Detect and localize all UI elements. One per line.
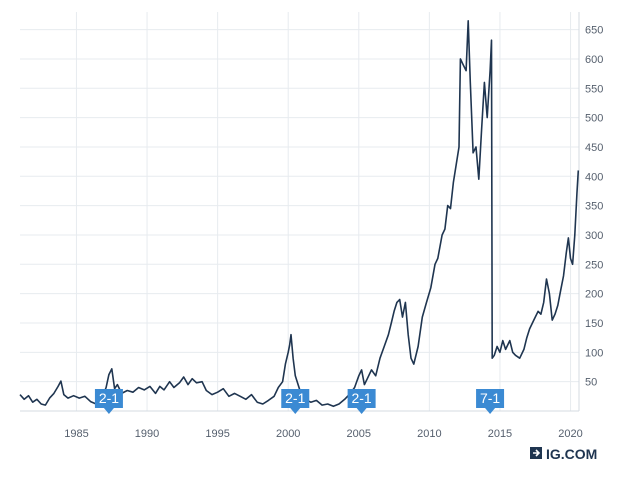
x-tick-label: 1995 — [205, 428, 229, 440]
split-marker-label: 2-1 — [99, 390, 119, 406]
series-line-group — [19, 20, 580, 408]
y-tick-label: 350 — [585, 201, 603, 213]
y-tick-label: 300 — [585, 230, 603, 242]
split-marker: 2-1 — [281, 389, 310, 414]
split-marker-pointer — [356, 408, 367, 414]
y-tick-label: 500 — [585, 113, 603, 125]
x-tick-label: 2005 — [347, 428, 371, 440]
split-marker-label: 2-1 — [285, 390, 305, 406]
y-tick-label: 50 — [585, 377, 597, 389]
split-marker-box — [476, 389, 505, 408]
split-marker: 7-1 — [476, 389, 505, 414]
y-tick-label: 650 — [585, 25, 603, 37]
split-marker-box — [94, 389, 123, 408]
split-marker: 2-1 — [94, 389, 123, 414]
split-marker-pointer — [290, 408, 301, 414]
x-tick-label: 2000 — [276, 428, 300, 440]
y-tick-label: 200 — [585, 289, 603, 301]
x-tick-label: 2015 — [488, 428, 512, 440]
x-axis-ticks: 1985 1990 1995 2000 2005 2010 2015 2020 — [64, 428, 583, 440]
x-tick-label: 2010 — [417, 428, 441, 440]
y-tick-label: 450 — [585, 142, 603, 154]
split-marker-label: 2-1 — [351, 390, 371, 406]
split-markers: 2-1 2-1 2-1 7-1 — [94, 389, 505, 414]
x-tick-label: 1985 — [64, 428, 88, 440]
split-marker-box — [347, 389, 376, 408]
logo-text: IG.COM — [546, 446, 597, 462]
y-axis-ticks: 50 100 150 200 250 300 350 400 450 500 550 600 650 — [585, 25, 603, 389]
split-marker-pointer — [103, 408, 114, 414]
split-marker-pointer — [485, 408, 496, 414]
y-tick-label: 600 — [585, 54, 603, 66]
series-line — [19, 20, 580, 408]
y-tick-label: 250 — [585, 259, 603, 271]
split-marker-label: 7-1 — [480, 390, 500, 406]
ig-logo: IG.COM — [530, 446, 597, 462]
grid — [20, 12, 580, 412]
x-tick-label: 1990 — [135, 428, 159, 440]
split-marker-box — [281, 389, 310, 408]
split-marker: 2-1 — [347, 389, 376, 414]
y-tick-label: 400 — [585, 171, 603, 183]
y-tick-label: 150 — [585, 318, 603, 330]
x-tick-label: 2020 — [558, 428, 582, 440]
logo-arrow-icon — [533, 449, 541, 457]
y-tick-label: 550 — [585, 83, 603, 95]
y-tick-label: 100 — [585, 347, 603, 359]
